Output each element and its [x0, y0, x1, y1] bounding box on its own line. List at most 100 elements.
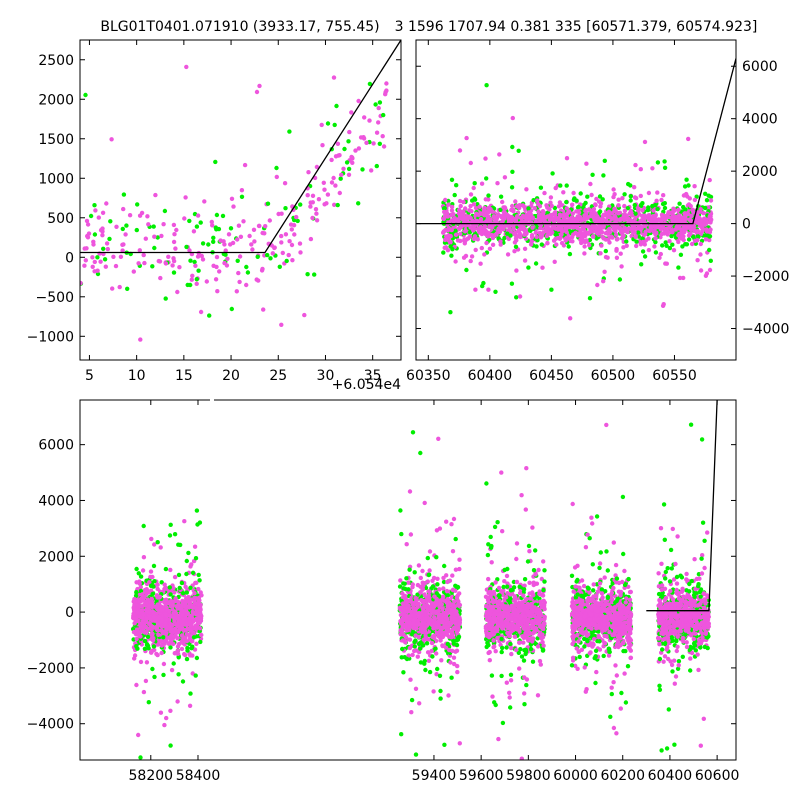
data-point-series-b — [346, 172, 352, 177]
data-point-series-a — [344, 160, 350, 165]
data-point-series-a — [657, 687, 663, 692]
y-tick-label: 6000 — [742, 59, 778, 75]
data-point-series-a — [188, 585, 193, 590]
x-tick-label: 60500 — [591, 368, 636, 384]
data-point-series-b — [249, 242, 254, 247]
data-point-series-b — [628, 655, 633, 661]
data-point-series-b — [570, 217, 575, 222]
data-point-series-b — [168, 708, 173, 713]
data-point-series-a — [628, 198, 633, 203]
data-point-series-a — [581, 203, 586, 208]
data-point-series-a — [407, 567, 412, 572]
data-point-series-b — [492, 233, 497, 238]
data-point-series-b — [473, 247, 478, 253]
data-point-series-b — [484, 240, 489, 246]
data-point-series-a — [255, 254, 260, 259]
data-point-series-b — [214, 264, 219, 270]
data-point-series-b — [371, 141, 376, 146]
data-point-series-b — [417, 701, 422, 706]
data-point-series-b — [292, 232, 297, 237]
data-point-series-b — [247, 233, 252, 239]
data-point-series-a — [636, 230, 641, 235]
data-point-series-b — [553, 226, 558, 231]
data-point-series-b — [270, 251, 275, 256]
data-point-series-b — [695, 258, 700, 263]
data-point-series-a — [577, 654, 582, 660]
data-point-series-a — [509, 185, 515, 190]
data-point-series-b — [235, 237, 240, 242]
data-point-series-a — [684, 242, 690, 247]
data-point-series-b — [319, 122, 324, 128]
data-point-series-a — [597, 209, 603, 214]
data-point-series-b — [121, 206, 126, 212]
data-point-series-a — [101, 246, 106, 251]
data-point-series-b — [477, 204, 482, 209]
data-point-series-b — [109, 137, 114, 142]
data-point-series-b — [489, 560, 494, 565]
data-point-series-b — [137, 248, 142, 253]
data-point-series-b — [144, 660, 150, 665]
data-point-series-b — [276, 211, 281, 217]
data-point-series-b — [171, 239, 177, 245]
data-point-series-b — [438, 638, 443, 643]
data-point-series-a — [601, 173, 606, 178]
data-point-series-b — [261, 307, 266, 312]
data-point-series-b — [672, 208, 677, 213]
data-point-series-b — [621, 233, 626, 239]
data-point-series-b — [92, 259, 98, 265]
data-point-series-b — [548, 195, 554, 200]
data-point-series-b — [490, 242, 496, 247]
data-point-series-b — [127, 213, 133, 218]
data-point-series-b — [434, 672, 439, 677]
data-point-series-b — [545, 241, 550, 246]
data-point-series-b — [692, 197, 698, 203]
data-point-series-b — [468, 160, 473, 166]
data-point-series-b — [641, 213, 646, 219]
data-point-series-a — [377, 141, 382, 146]
data-point-series-b — [536, 209, 541, 214]
data-point-series-a — [572, 196, 577, 201]
data-point-series-a — [244, 264, 249, 270]
data-point-series-b — [279, 233, 284, 239]
data-point-series-a — [698, 645, 703, 650]
data-point-series-b — [177, 265, 182, 270]
data-point-series-b — [478, 225, 483, 231]
data-point-series-b — [478, 261, 483, 266]
data-point-series-b — [586, 224, 591, 229]
data-point-series-b — [564, 206, 569, 211]
data-point-series-b — [158, 275, 163, 281]
data-point-series-b — [117, 284, 122, 290]
data-point-series-b — [610, 235, 615, 240]
data-point-series-b — [701, 716, 706, 721]
data-point-series-a — [668, 547, 674, 553]
data-point-series-b — [491, 214, 497, 219]
data-point-series-b — [571, 190, 576, 196]
data-point-series-b — [671, 577, 677, 582]
data-point-series-b — [684, 644, 690, 650]
data-point-series-b — [191, 229, 197, 234]
data-point-series-b — [482, 211, 487, 217]
data-point-series-b — [464, 135, 469, 141]
data-point-series-a — [409, 697, 415, 703]
data-point-series-b — [174, 227, 179, 233]
data-point-series-b — [636, 206, 641, 211]
data-point-series-a — [594, 236, 599, 241]
data-point-series-b — [85, 235, 91, 240]
data-point-series-b — [93, 208, 98, 213]
data-point-series-a — [435, 582, 440, 587]
data-point-series-b — [187, 248, 192, 253]
data-point-series-b — [443, 645, 449, 650]
data-point-series-a — [633, 211, 638, 216]
data-point-series-a — [662, 537, 667, 542]
data-point-series-a — [223, 252, 228, 257]
data-point-series-b — [692, 184, 697, 189]
data-point-series-b — [620, 196, 625, 201]
data-point-series-b — [431, 689, 436, 694]
data-point-series-a — [669, 634, 674, 640]
data-point-series-b — [483, 229, 489, 234]
data-point-series-a — [533, 548, 538, 553]
data-point-series-b — [697, 576, 702, 581]
data-point-series-b — [199, 253, 204, 259]
data-point-series-a — [184, 558, 189, 564]
data-point-series-b — [470, 227, 476, 232]
